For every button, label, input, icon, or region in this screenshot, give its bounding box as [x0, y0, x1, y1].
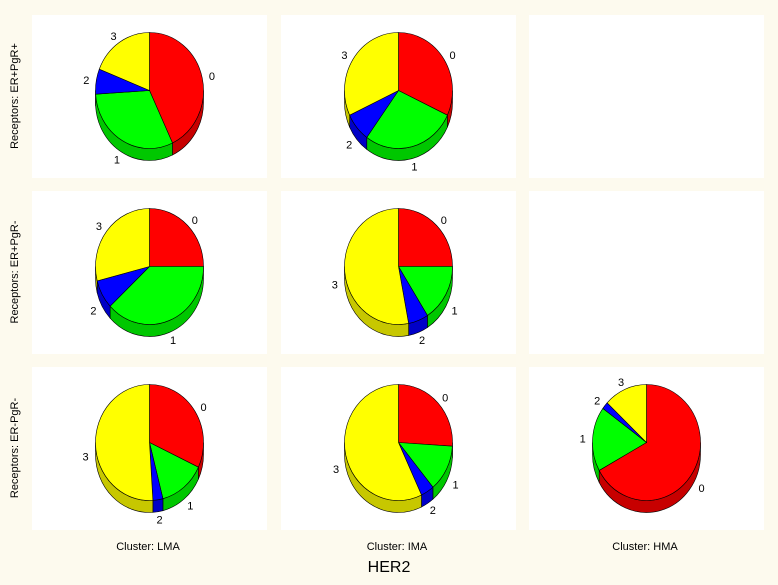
col-label-1: Cluster: IMA	[367, 541, 428, 553]
panel-r1-c0-slice-0	[149, 208, 204, 267]
panel-r0-c0-slice-1	[95, 90, 173, 149]
panel-r2-c0-label-3: 3	[82, 452, 88, 464]
panel-r1-c1-label-3: 3	[332, 280, 338, 292]
panel-r0-c1-slice-1	[366, 90, 448, 149]
panel-r2-c0-label-1: 1	[187, 500, 193, 512]
col-label-2: Cluster: HMA	[612, 541, 678, 553]
panel-r0-c0-label-2: 2	[83, 75, 89, 87]
panel-r1-c1-slice-0	[398, 208, 453, 267]
panel-r2-c0-slice-1	[149, 441, 199, 500]
panel-r2-c0-slice-0	[149, 384, 204, 468]
panel-r2-c2-label-0: 0	[699, 483, 705, 495]
panel-r1-c0-label-0: 0	[192, 215, 198, 227]
panel-r1-c0-label-1: 1	[170, 335, 176, 347]
row-label-0: Receptors: ER+PgR+	[9, 43, 21, 149]
panel-r2-c2-slice-3	[606, 384, 647, 444]
panel-r1-c1-slice-1	[397, 266, 453, 316]
panel-r1-c0-label-2: 2	[90, 305, 96, 317]
panel-r0-c0-label-0: 0	[209, 71, 215, 83]
panel-r1-c2	[529, 191, 764, 354]
panel-r1-c1-label-1: 1	[452, 305, 458, 317]
panel-r0-c1-label-1: 1	[411, 161, 417, 173]
panel-r0-c1-slice-3	[344, 32, 399, 116]
panel-r2-c0-side-2	[152, 498, 164, 513]
panel-r2-c1-label-1: 1	[452, 479, 458, 491]
panel-r1-c0-slice-3	[95, 208, 150, 282]
panel-r2-c2-slice-1	[592, 407, 648, 471]
panel-r2-c1-label-3: 3	[333, 464, 339, 476]
panel-r2-c1-label-0: 0	[442, 392, 448, 404]
panel-r0-c2	[529, 15, 764, 178]
panel-r0-c1-slice-0	[398, 32, 453, 116]
panel-r1-c1-label-2: 2	[419, 335, 425, 347]
panel-r2-c0-label-2: 2	[156, 515, 162, 527]
panel-r1-c0-slice-1	[109, 266, 204, 325]
row-label-1: Receptors: ER+PgR-	[9, 220, 21, 323]
panel-r0-c1-label-2: 2	[346, 140, 352, 152]
panel-r2-c1-slice-3	[344, 384, 422, 501]
panel-r0-c1-label-0: 0	[449, 50, 455, 62]
row-label-2: Receptors: ER-PgR-	[9, 398, 21, 499]
panel-r1-c1-slice-3	[344, 208, 409, 325]
panel-r0-c1-label-3: 3	[341, 50, 347, 62]
panel-r2-c1-slice-0	[398, 384, 453, 447]
panel-r0-c0-slice-0	[149, 32, 204, 144]
panel-r0-c0-label-1: 1	[114, 154, 120, 166]
panels-layer: 0 1 2 3 0 1 2 3 0 1 2 3 0 1 2 3 0 1 2 3 0 1 2 3 0 1 2 3	[32, 15, 764, 530]
panel-r2-c1-label-2: 2	[430, 505, 436, 517]
panel-r2-c2-label-2: 2	[594, 395, 600, 407]
panel-r2-c2-slice-0	[598, 384, 701, 501]
panel-r2-c0-slice-3	[95, 384, 154, 501]
panel-r0-c0-slice-3	[98, 32, 150, 91]
panel-r2-c2-label-1: 1	[580, 433, 586, 445]
panel-r1-c1-label-0: 0	[441, 215, 447, 227]
panel-r1-c0-label-3: 3	[96, 221, 102, 233]
panel-r2-c0-label-0: 0	[200, 402, 206, 414]
col-label-0: Cluster: LMA	[116, 541, 180, 553]
x-axis-title: HER2	[368, 559, 411, 576]
panel-r0-c0-label-3: 3	[110, 31, 116, 43]
panel-r2-c2-label-3: 3	[618, 377, 624, 389]
